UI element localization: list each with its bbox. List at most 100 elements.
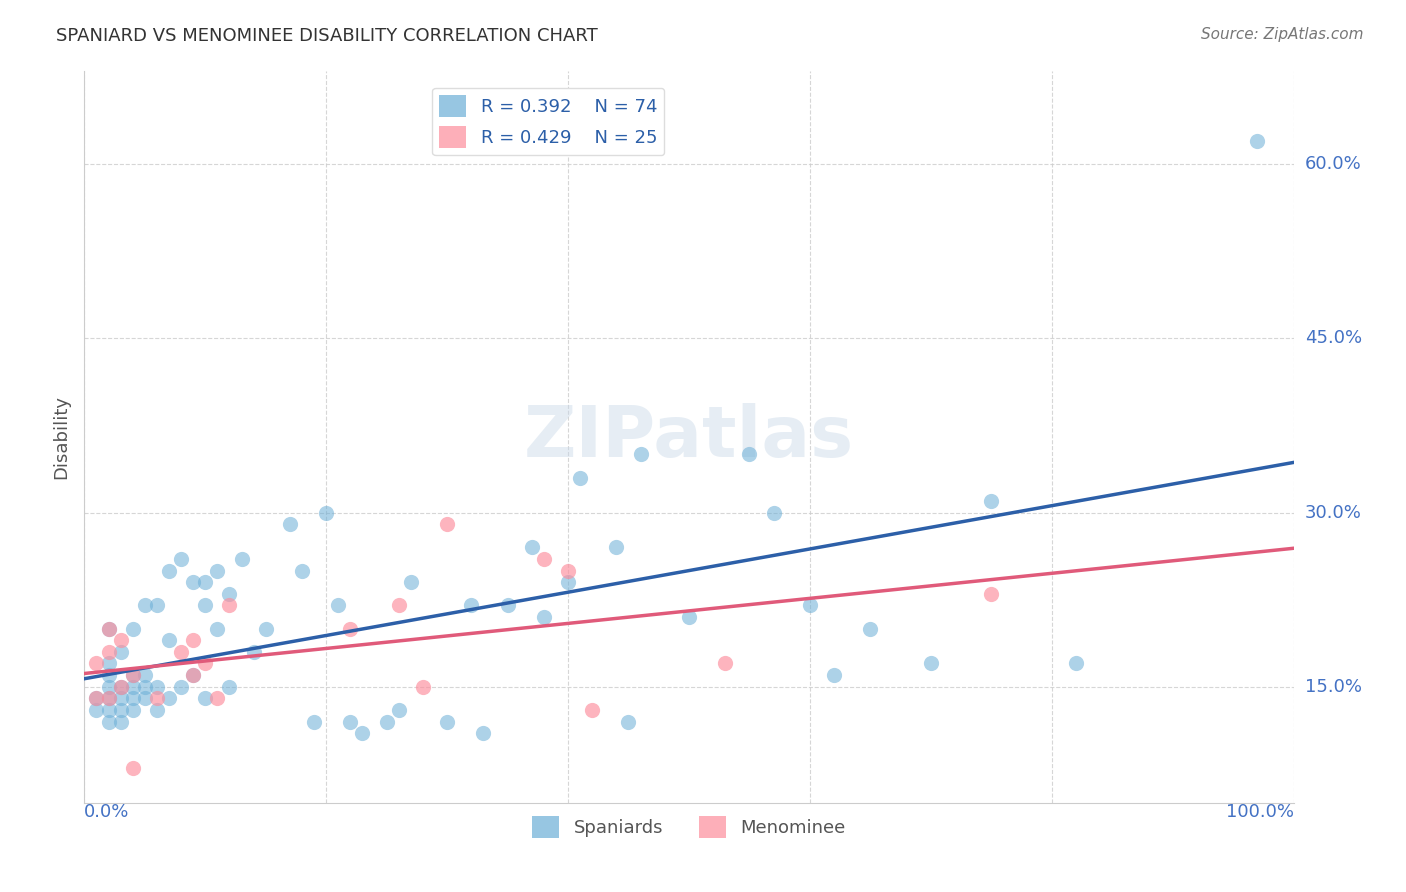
Point (302, 714, 325, 729)
Point (207, 622, 229, 636)
Point (97, 714, 120, 729)
Text: ZIPatlas: ZIPatlas (524, 402, 853, 472)
Point (278, 517, 301, 532)
Point (920, 657, 942, 671)
Point (194, 691, 217, 706)
Point (291, 564, 314, 578)
Point (110, 703, 132, 717)
Point (97, 622, 120, 636)
Point (762, 506, 785, 520)
Point (97, 691, 120, 706)
Point (97, 622, 120, 636)
Point (97, 657, 120, 671)
Point (170, 680, 193, 694)
Point (181, 668, 204, 682)
Point (557, 564, 579, 578)
Point (170, 552, 193, 566)
Point (1064, 657, 1087, 671)
Point (121, 680, 143, 694)
Point (1246, 134, 1268, 148)
Point (157, 633, 180, 648)
Point (375, 714, 398, 729)
Point (569, 471, 592, 485)
Point (617, 714, 640, 729)
Point (218, 680, 240, 694)
Point (339, 714, 361, 729)
Point (121, 668, 143, 682)
Point (157, 564, 180, 578)
Point (436, 714, 458, 729)
Point (630, 448, 652, 462)
Point (134, 668, 156, 682)
Point (121, 691, 143, 706)
Point (520, 541, 543, 555)
Point (86, 657, 108, 671)
Point (218, 587, 240, 601)
Point (170, 645, 193, 659)
Point (436, 517, 458, 532)
Point (242, 645, 264, 659)
Point (207, 691, 229, 706)
Point (134, 599, 156, 613)
Point (110, 633, 132, 648)
Point (146, 680, 169, 694)
Point (254, 622, 277, 636)
Point (121, 622, 143, 636)
Legend: Spaniards, Menominee: Spaniards, Menominee (524, 808, 853, 845)
Text: 100.0%: 100.0% (1226, 803, 1294, 821)
Text: Source: ZipAtlas.com: Source: ZipAtlas.com (1201, 27, 1364, 42)
Point (181, 575, 204, 590)
Point (557, 575, 579, 590)
Point (194, 599, 217, 613)
Point (328, 599, 350, 613)
Point (86, 691, 108, 706)
Point (121, 668, 143, 682)
Text: 0.0%: 0.0% (84, 803, 129, 821)
Point (352, 726, 374, 740)
Point (86, 703, 108, 717)
Point (97, 703, 120, 717)
Point (859, 622, 882, 636)
Point (823, 668, 845, 682)
Point (181, 668, 204, 682)
Point (799, 599, 821, 613)
Y-axis label: Disability: Disability (52, 395, 70, 479)
Point (605, 541, 627, 555)
Point (146, 599, 169, 613)
Point (339, 622, 361, 636)
Point (460, 599, 482, 613)
Point (110, 691, 132, 706)
Point (533, 610, 555, 624)
Point (110, 645, 132, 659)
Point (980, 494, 1002, 508)
Point (678, 610, 700, 624)
Point (121, 761, 143, 775)
Point (86, 691, 108, 706)
Text: 45.0%: 45.0% (1305, 329, 1362, 347)
Point (412, 680, 434, 694)
Point (496, 599, 519, 613)
Point (399, 575, 422, 590)
Text: 30.0%: 30.0% (1305, 504, 1361, 522)
Point (388, 599, 411, 613)
Point (134, 680, 156, 694)
Point (110, 714, 132, 729)
Point (581, 703, 603, 717)
Point (231, 552, 253, 566)
Point (472, 726, 495, 740)
Point (980, 587, 1002, 601)
Point (714, 657, 737, 671)
Point (146, 703, 169, 717)
Point (157, 691, 180, 706)
Text: 15.0%: 15.0% (1305, 678, 1361, 696)
Point (533, 552, 555, 566)
Point (110, 680, 132, 694)
Point (738, 448, 761, 462)
Point (97, 668, 120, 682)
Point (121, 703, 143, 717)
Point (146, 691, 169, 706)
Text: SPANIARD VS MENOMINEE DISABILITY CORRELATION CHART: SPANIARD VS MENOMINEE DISABILITY CORRELA… (56, 27, 598, 45)
Point (194, 657, 217, 671)
Point (97, 691, 120, 706)
Point (194, 575, 217, 590)
